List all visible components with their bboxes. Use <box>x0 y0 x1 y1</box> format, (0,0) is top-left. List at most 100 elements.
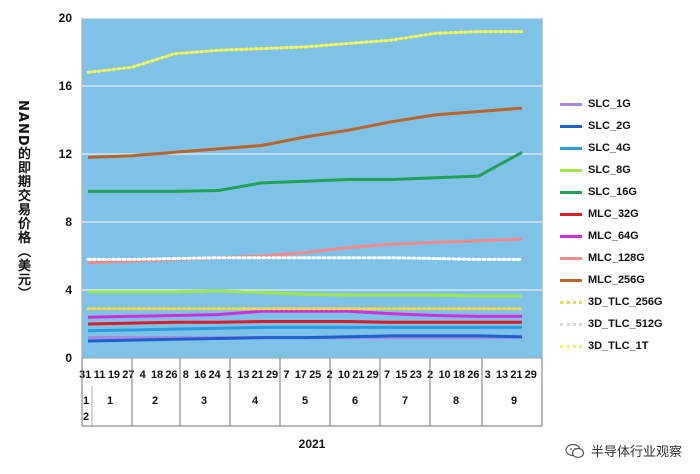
plot-area <box>81 17 543 359</box>
x-month-label: 8 <box>453 395 459 407</box>
x-tick-label: 19 <box>108 369 120 381</box>
x-tick-label: 21 <box>252 369 264 381</box>
legend-item: 3D_TLC_512G <box>560 316 700 332</box>
x-tick-label: 25 <box>309 369 321 381</box>
watermark-text: 半导体行业观察 <box>590 445 682 460</box>
legend-label: SLC_8G <box>588 164 631 176</box>
legend-swatch <box>560 190 582 194</box>
x-tick-label: 7 <box>384 369 390 381</box>
legend-swatch <box>560 322 582 326</box>
legend-swatch <box>560 102 582 106</box>
legend-item: SLC_16G <box>560 184 700 200</box>
y-tick-label: 0 <box>65 351 72 365</box>
legend-swatch <box>560 212 582 216</box>
series-line-mlc-64g <box>87 309 522 319</box>
watermark: 半导体行业观察 <box>565 441 682 460</box>
legend-swatch <box>560 300 582 304</box>
legend-item: 3D_TLC_256G <box>560 294 700 310</box>
x-tick-label: 10 <box>338 369 350 381</box>
x-tick-label: 29 <box>266 369 278 381</box>
x-month-label: 5 <box>302 395 308 407</box>
x-tick-label: 29 <box>525 369 537 381</box>
series-line-slc-4g <box>87 325 522 333</box>
series-line-3d-tlc-512g <box>86 256 524 261</box>
series-line-3d-tlc-1t <box>86 30 524 74</box>
x-tick-label: 1 <box>226 369 232 381</box>
x-tick-label: 4 <box>140 369 147 381</box>
legend-swatch <box>560 168 582 172</box>
legend-label: SLC_4G <box>588 142 631 154</box>
x-month-label: 4 <box>252 395 259 407</box>
y-tick-label: 20 <box>59 11 73 25</box>
x-tick-label: 17 <box>295 369 307 381</box>
x-axis: 3111192741826816241132129717252102129715… <box>79 358 543 451</box>
x-month-label: 9 <box>511 395 517 407</box>
series-line-mlc-256g <box>87 106 523 159</box>
x-tick-label: 13 <box>237 369 249 381</box>
legend-label: 3D_TLC_512G <box>588 318 663 330</box>
legend-item: MLC_128G <box>560 250 700 266</box>
x-tick-label: 29 <box>367 369 379 381</box>
x-month-label: 1 <box>83 395 89 407</box>
y-tick-label: 8 <box>65 215 72 229</box>
y-tick-label: 12 <box>59 147 73 161</box>
legend-item: MLC_32G <box>560 206 700 222</box>
x-tick-label: 21 <box>510 369 522 381</box>
y-tick-label: 16 <box>59 79 73 93</box>
x-tick-label: 27 <box>122 369 134 381</box>
y-tick-label: 4 <box>65 283 72 297</box>
x-month-label: 1 <box>107 395 113 407</box>
x-month-label: 2 <box>83 411 89 423</box>
x-tick-label: 21 <box>352 369 364 381</box>
legend-label: 3D_TLC_1T <box>588 340 649 352</box>
legend-item: SLC_8G <box>560 162 700 178</box>
series-line-slc-8g <box>88 289 522 298</box>
x-tick-label: 3 <box>485 369 491 381</box>
y-axis-label: NAND的即期交易价格（美元） <box>15 100 30 301</box>
legend-label: 3D_TLC_256G <box>588 296 663 308</box>
legend-swatch <box>560 344 582 348</box>
x-tick-label: 13 <box>496 369 508 381</box>
x-tick-label: 10 <box>438 369 450 381</box>
legend-swatch <box>560 124 582 128</box>
x-tick-label: 15 <box>395 369 407 381</box>
legend-label: MLC_32G <box>588 208 639 220</box>
x-month-label: 6 <box>352 395 358 407</box>
legend-swatch <box>560 146 582 150</box>
x-tick-label: 26 <box>467 369 479 381</box>
x-month-label: 3 <box>201 395 207 407</box>
legend-item: SLC_2G <box>560 118 700 134</box>
x-tick-label: 18 <box>453 369 465 381</box>
series-group <box>86 30 524 343</box>
legend-item: 3D_TLC_1T <box>560 338 700 354</box>
legend-swatch <box>560 278 582 282</box>
legend-item: MLC_256G <box>560 272 700 288</box>
legend-item: MLC_64G <box>560 228 700 244</box>
legend-label: SLC_1G <box>588 98 631 110</box>
x-tick-label: 26 <box>165 369 177 381</box>
x-tick-label: 18 <box>151 369 163 381</box>
series-line-mlc-32g <box>87 319 522 326</box>
series-line-slc-16g <box>88 150 523 193</box>
x-tick-label: 24 <box>208 369 221 381</box>
y-axis: 0 4 8 12 16 20 <box>59 11 73 365</box>
x-tick-label: 16 <box>194 369 206 381</box>
legend-swatch <box>560 234 582 238</box>
legend-item: SLC_1G <box>560 96 700 112</box>
legend-label: MLC_256G <box>588 274 645 286</box>
x-tick-label: 31 <box>79 369 91 381</box>
legend-swatch <box>560 256 582 260</box>
x-year-label: 2021 <box>299 437 326 451</box>
x-month-label: 2 <box>152 395 158 407</box>
x-month-label: 7 <box>402 395 408 407</box>
x-tick-label: 23 <box>410 369 422 381</box>
legend-label: SLC_16G <box>588 186 637 198</box>
legend-item: SLC_4G <box>560 140 700 156</box>
series-line-slc-2g <box>87 334 523 343</box>
wechat-icon <box>565 443 585 458</box>
x-tick-label: 11 <box>94 369 106 381</box>
legend-label: MLC_64G <box>588 230 639 242</box>
legend-label: SLC_2G <box>588 120 631 132</box>
legend-label: MLC_128G <box>588 252 645 264</box>
